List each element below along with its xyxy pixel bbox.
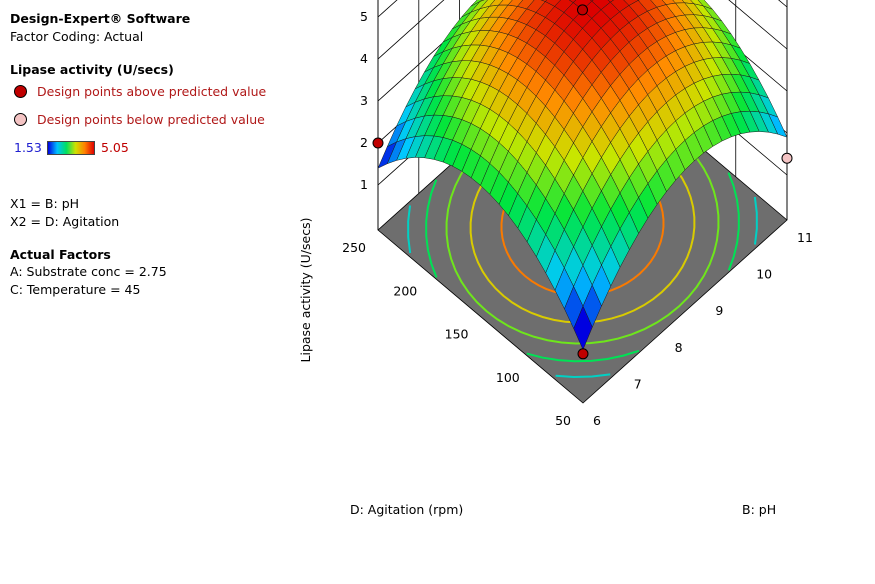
- actual-factors-title: Actual Factors: [10, 247, 111, 262]
- design-point-above: [372, 137, 384, 149]
- software-title: Design-Expert® Software: [10, 11, 191, 26]
- contour-line: [555, 373, 611, 378]
- x-tick-label: 7: [634, 376, 642, 391]
- scale-min: 1.53: [14, 140, 42, 155]
- x-tick-label: 8: [675, 340, 683, 355]
- design-points: [372, 4, 793, 360]
- factor-coding: Factor Coding: Actual: [10, 29, 144, 44]
- above-marker-icon: [14, 85, 27, 98]
- z-tick-label: 4: [360, 51, 368, 66]
- actual-factor-c: C: Temperature = 45: [10, 282, 141, 297]
- legend-below: Design points below predicted value: [10, 112, 265, 127]
- actual-factor-a: A: Substrate conc = 2.75: [10, 264, 167, 279]
- design-point-above: [577, 4, 588, 16]
- x-tick-label: 10: [756, 267, 772, 282]
- design-point-below: [781, 152, 793, 164]
- y-tick-label: 50: [555, 413, 571, 428]
- color-scale-bar: [47, 141, 95, 155]
- response-surface: [377, 0, 788, 351]
- y-tick-label: 150: [445, 327, 469, 342]
- x-tick-label: 11: [797, 230, 813, 245]
- y-tick-label: 200: [393, 283, 417, 298]
- surface-patch: [568, 0, 577, 3]
- contour-line: [407, 205, 412, 254]
- factor-x1: X1 = B: pH: [10, 196, 80, 211]
- z-tick-label: 3: [360, 93, 368, 108]
- contour-line: [425, 179, 438, 278]
- contour-line: [727, 172, 740, 271]
- scale-max: 5.05: [101, 140, 129, 155]
- axis-labels: 1234566789101150100150200250B: pHD: Agit…: [298, 9, 813, 517]
- response-title: Lipase activity (U/secs): [10, 62, 174, 77]
- legend-above-label: Design points above predicted value: [37, 84, 267, 99]
- surface-patch: [607, 0, 615, 3]
- y-axis-title: D: Agitation (rpm): [350, 502, 463, 517]
- x-tick-label: 6: [593, 413, 601, 428]
- z-tick-label: 1: [360, 177, 368, 192]
- y-tick-label: 250: [342, 240, 366, 255]
- legend-above: Design points above predicted value: [10, 84, 266, 99]
- y-tick-label: 100: [496, 370, 520, 385]
- contour-line: [526, 349, 640, 363]
- z-tick-label: 2: [360, 135, 368, 150]
- factor-x2: X2 = D: Agitation: [10, 214, 120, 229]
- legend-below-label: Design points below predicted value: [37, 112, 265, 127]
- x-axis-title: B: pH: [742, 502, 776, 517]
- z-axis-title: Lipase activity (U/secs): [298, 218, 313, 363]
- z-tick-label: 5: [360, 9, 368, 24]
- design-point-above: [577, 348, 589, 360]
- contour-line: [753, 196, 758, 245]
- surface-patch: [573, 305, 593, 351]
- below-marker-icon: [14, 113, 27, 126]
- x-tick-label: 9: [715, 303, 723, 318]
